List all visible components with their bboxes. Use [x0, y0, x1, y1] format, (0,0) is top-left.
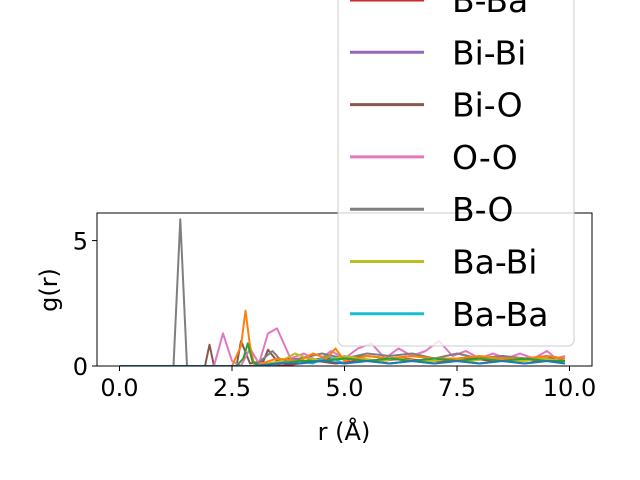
series-line-series-10 [119, 360, 566, 366]
y-tick-label: 5 [73, 228, 88, 256]
axis-ticks: 0.0 2.5 5.0 7.5 10.0 0 5 [73, 228, 597, 402]
x-tick-label: 5.0 [325, 374, 363, 402]
legend-label-bi-o: Bi-O [452, 86, 523, 125]
legend-label-o-o: O-O [452, 138, 518, 177]
legend-label-b-ba: B-Ba [452, 0, 528, 20]
series-line-series-8 [119, 309, 566, 366]
y-axis-label: g(r) [35, 268, 63, 312]
legend-label-ba-bi: Ba-Bi [452, 243, 537, 282]
legend-label-ba-ba: Ba-Ba [452, 295, 548, 334]
legend-label-b-o: B-O [452, 190, 513, 229]
x-tick-label: 10.0 [543, 374, 596, 402]
y-tick-label: 0 [73, 353, 88, 381]
legend: B-Ba Bi-Bi Bi-O O-O B-O Ba-Bi Ba-Ba [337, 0, 575, 347]
legend-label-bi-bi: Bi-Bi [452, 33, 526, 72]
x-tick-label: 2.5 [213, 374, 251, 402]
x-tick-label: 0.0 [100, 374, 138, 402]
x-tick-label: 7.5 [438, 374, 476, 402]
x-axis-label: r (Å) [318, 417, 371, 446]
legend-box [337, 0, 575, 347]
